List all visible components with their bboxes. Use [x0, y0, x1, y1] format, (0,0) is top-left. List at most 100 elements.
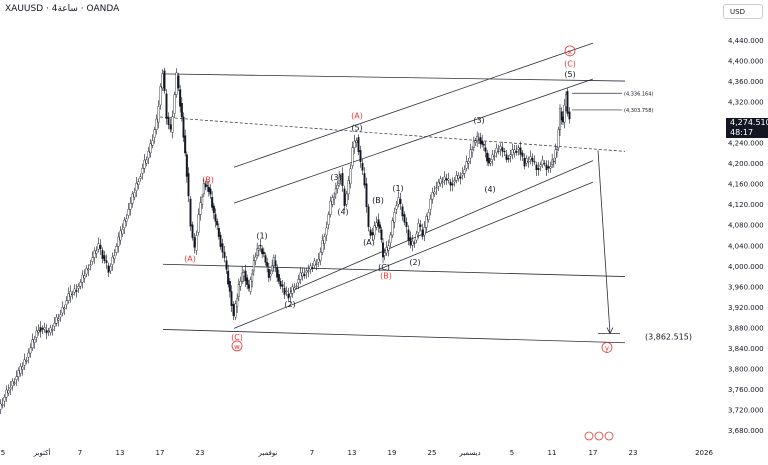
bar-countdown: 48:17: [730, 128, 754, 137]
candle-body: [27, 352, 30, 358]
candle-body: [289, 292, 292, 297]
candle-body: [457, 175, 460, 179]
candle-body: [111, 256, 114, 265]
candle-body: [227, 270, 230, 285]
candle-body: [228, 280, 231, 292]
wave-label: (A): [363, 238, 375, 247]
wave-label: x: [568, 48, 572, 56]
candle-body: [39, 327, 42, 332]
candle-body: [117, 236, 120, 247]
x-tick-label: 13: [116, 449, 125, 457]
candle-body: [163, 70, 166, 92]
candle-body: [319, 251, 322, 261]
candle-body: [242, 272, 245, 277]
candle-body: [299, 272, 302, 280]
wave-label: (1): [392, 184, 403, 193]
candle-body: [115, 246, 118, 253]
y-tick-label: 3,920.000: [728, 304, 764, 312]
y-tick-label: 4,160.000: [728, 181, 764, 189]
candle-body: [89, 264, 92, 266]
candle-body: [197, 214, 200, 233]
candle-body: [23, 359, 26, 366]
y-tick-label: 4,080.000: [728, 222, 764, 230]
candle-body: [15, 376, 18, 380]
candle-body: [75, 290, 78, 292]
candle-body: [87, 268, 90, 271]
candle-body: [345, 193, 348, 205]
candle-body: [321, 240, 324, 253]
wave-label: (3): [473, 116, 484, 125]
candle-body: [389, 234, 392, 243]
candle-body: [83, 275, 86, 279]
candle-body: [131, 193, 134, 204]
candle-body: [254, 256, 257, 261]
candle-body: [257, 248, 260, 251]
candle-body: [3, 396, 6, 402]
candle-body: [411, 240, 414, 246]
wave-label: (A): [184, 255, 196, 264]
x-tick-label: 23: [629, 449, 638, 457]
wave-label: (5): [564, 70, 575, 79]
wave-label: (1): [256, 232, 267, 241]
x-tick-label: 23: [196, 449, 205, 457]
candle-body: [419, 224, 422, 227]
candle-body: [246, 277, 249, 285]
candle-body: [33, 338, 36, 343]
wave-label: y: [605, 344, 609, 352]
candle-body: [329, 200, 332, 215]
x-tick-label: 7: [310, 449, 314, 457]
candle-body: [85, 268, 88, 275]
candle-body: [476, 135, 479, 142]
y-tick-label: 4,240.000: [728, 140, 764, 148]
candle-body: [47, 330, 50, 332]
event-flag-icon: [604, 431, 614, 441]
currency-button[interactable]: USD: [723, 4, 763, 19]
candle-body: [495, 147, 498, 154]
candle-body: [276, 267, 279, 278]
candle-body: [219, 234, 222, 247]
candle-body: [472, 140, 475, 148]
candle-body: [554, 149, 557, 159]
candle-body: [541, 159, 544, 166]
candle-body: [252, 260, 255, 272]
candle-body: [103, 255, 106, 261]
candle-body: [180, 103, 183, 118]
candle-body: [303, 274, 306, 276]
candle-body: [557, 129, 560, 148]
candle-body: [421, 229, 424, 237]
candle-body: [309, 265, 312, 270]
candle-body: [264, 255, 267, 263]
candle-body: [69, 291, 72, 297]
candle-body: [343, 188, 346, 206]
y-tick-label: 3,760.000: [728, 386, 764, 394]
candle-body: [59, 314, 62, 318]
candle-body: [97, 243, 100, 250]
symbol-title[interactable]: XAUUSD · 4ساعة · OANDA: [5, 4, 120, 14]
x-tick-label: 13: [348, 449, 357, 457]
candle-body: [67, 293, 70, 301]
candle-body: [511, 149, 514, 155]
channel-line: [162, 263, 626, 277]
candle-body: [523, 157, 526, 167]
candle-body: [407, 229, 410, 241]
candle-body: [439, 178, 442, 184]
candle-body: [171, 116, 174, 133]
candle-body: [95, 250, 98, 254]
candle-body: [301, 272, 304, 277]
candle-body: [139, 176, 142, 179]
candle-body: [269, 273, 272, 277]
candle-body: [279, 280, 282, 287]
candle-body: [55, 316, 58, 324]
candle-body: [533, 161, 536, 163]
candle-body: [445, 178, 448, 181]
wave-label: (A): [351, 112, 363, 121]
candle-body: [267, 269, 270, 278]
candle-body: [539, 164, 542, 167]
candle-body: [45, 330, 48, 334]
candle-body: [17, 370, 20, 377]
candle-body: [37, 330, 40, 333]
candle-body: [405, 221, 408, 227]
candle-body: [49, 327, 52, 333]
